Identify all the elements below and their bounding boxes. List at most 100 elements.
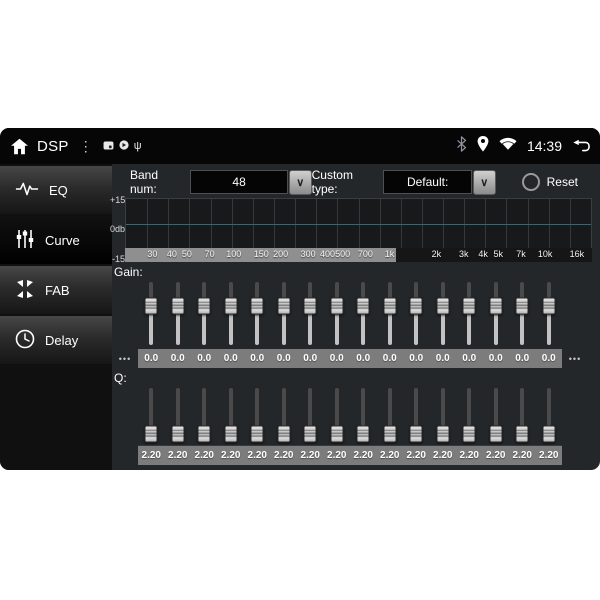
q-slider[interactable] xyxy=(297,385,324,445)
q-values-row: ••• 2.202.202.202.202.202.202.202.202.20… xyxy=(112,446,588,465)
gain-slider[interactable] xyxy=(536,279,563,349)
slider-handle[interactable] xyxy=(277,425,291,443)
gain-scroll-right-button[interactable]: ••• xyxy=(568,353,582,364)
slider-track xyxy=(149,282,154,306)
slider-handle[interactable] xyxy=(303,425,317,443)
gain-slider[interactable] xyxy=(509,279,536,349)
gain-slider[interactable] xyxy=(138,279,165,349)
q-slider[interactable] xyxy=(377,385,404,445)
slider-track xyxy=(149,388,154,435)
slider-handle[interactable] xyxy=(356,297,370,315)
slider-handle[interactable] xyxy=(409,425,423,443)
q-slider[interactable] xyxy=(218,385,245,445)
q-slider[interactable] xyxy=(536,385,563,445)
slider-track xyxy=(228,388,233,435)
gain-slider[interactable] xyxy=(377,279,404,349)
q-slider[interactable] xyxy=(430,385,457,445)
home-icon[interactable] xyxy=(10,138,29,155)
gain-value: 0.0 xyxy=(488,353,503,364)
slider-handle[interactable] xyxy=(171,297,185,315)
slider-handle[interactable] xyxy=(250,425,264,443)
band-num-select[interactable]: 48 xyxy=(190,170,288,194)
sidebar-item-eq[interactable]: EQ xyxy=(0,166,112,214)
slider-handle[interactable] xyxy=(436,425,450,443)
slider-handle[interactable] xyxy=(542,425,556,443)
sidebar-item-curve[interactable]: Curve xyxy=(0,216,112,264)
custom-type-select[interactable]: Default: xyxy=(383,170,472,194)
gain-value: 0.0 xyxy=(515,353,530,364)
slider-handle[interactable] xyxy=(330,425,344,443)
slider-track xyxy=(361,388,366,435)
slider-handle[interactable] xyxy=(171,425,185,443)
q-slider[interactable] xyxy=(191,385,218,445)
sliders-icon xyxy=(15,229,35,252)
sidebar-item-fab[interactable]: FAB xyxy=(0,266,112,314)
frequency-tick-label: 30 xyxy=(147,249,158,259)
gain-slider[interactable] xyxy=(297,279,324,349)
gain-slider[interactable] xyxy=(350,279,377,349)
reset-radio[interactable] xyxy=(521,173,540,191)
q-slider[interactable] xyxy=(350,385,377,445)
slider-track xyxy=(255,305,260,345)
overflow-menu-icon[interactable]: ⋮ xyxy=(78,138,93,154)
slider-handle[interactable] xyxy=(224,297,238,315)
band-num-chevron-down-icon[interactable]: ∨ xyxy=(288,169,312,195)
q-value: 2.20 xyxy=(141,450,161,461)
slider-handle[interactable] xyxy=(489,425,503,443)
slider-handle[interactable] xyxy=(330,297,344,315)
slider-track xyxy=(440,282,445,306)
q-slider[interactable] xyxy=(456,385,483,445)
q-slider[interactable] xyxy=(244,385,271,445)
gain-slider[interactable] xyxy=(191,279,218,349)
gain-slider[interactable] xyxy=(456,279,483,349)
slider-handle[interactable] xyxy=(197,297,211,315)
q-slider[interactable] xyxy=(403,385,430,445)
fab-arrows-icon xyxy=(15,279,35,302)
gain-slider[interactable] xyxy=(430,279,457,349)
gain-value: 0.0 xyxy=(435,353,450,364)
slider-handle[interactable] xyxy=(409,297,423,315)
slider-handle[interactable] xyxy=(277,297,291,315)
back-icon[interactable] xyxy=(572,139,590,154)
slider-handle[interactable] xyxy=(515,425,529,443)
slider-track xyxy=(175,305,180,345)
gain-slider[interactable] xyxy=(324,279,351,349)
gain-slider[interactable] xyxy=(165,279,192,349)
q-slider[interactable] xyxy=(324,385,351,445)
gain-slider[interactable] xyxy=(271,279,298,349)
slider-handle[interactable] xyxy=(462,425,476,443)
slider-track xyxy=(493,305,498,345)
slider-handle[interactable] xyxy=(144,425,158,443)
slider-handle[interactable] xyxy=(383,297,397,315)
slider-handle[interactable] xyxy=(489,297,503,315)
slider-handle[interactable] xyxy=(436,297,450,315)
slider-handle[interactable] xyxy=(250,297,264,315)
slider-handle[interactable] xyxy=(515,297,529,315)
sidebar-item-delay[interactable]: Delay xyxy=(0,316,112,364)
custom-type-chevron-down-icon[interactable]: ∨ xyxy=(472,169,496,195)
gain-slider[interactable] xyxy=(218,279,245,349)
q-slider[interactable] xyxy=(483,385,510,445)
slider-handle[interactable] xyxy=(462,297,476,315)
gain-slider[interactable] xyxy=(244,279,271,349)
gain-scroll-left-button[interactable]: ••• xyxy=(118,353,132,364)
app-title: DSP xyxy=(37,137,69,155)
q-slider[interactable] xyxy=(509,385,536,445)
slider-handle[interactable] xyxy=(144,297,158,315)
gain-value: 0.0 xyxy=(197,353,212,364)
gain-slider[interactable] xyxy=(403,279,430,349)
q-slider[interactable] xyxy=(165,385,192,445)
slider-handle[interactable] xyxy=(542,297,556,315)
gain-slider[interactable] xyxy=(483,279,510,349)
q-label: Q: xyxy=(114,371,127,385)
slider-handle[interactable] xyxy=(356,425,370,443)
q-slider[interactable] xyxy=(138,385,165,445)
slider-handle[interactable] xyxy=(303,297,317,315)
slider-track xyxy=(387,388,392,435)
slider-handle[interactable] xyxy=(197,425,211,443)
slider-handle[interactable] xyxy=(383,425,397,443)
q-slider[interactable] xyxy=(271,385,298,445)
slider-track xyxy=(281,305,286,345)
frequency-tick-label: 7k xyxy=(516,249,526,259)
slider-handle[interactable] xyxy=(224,425,238,443)
